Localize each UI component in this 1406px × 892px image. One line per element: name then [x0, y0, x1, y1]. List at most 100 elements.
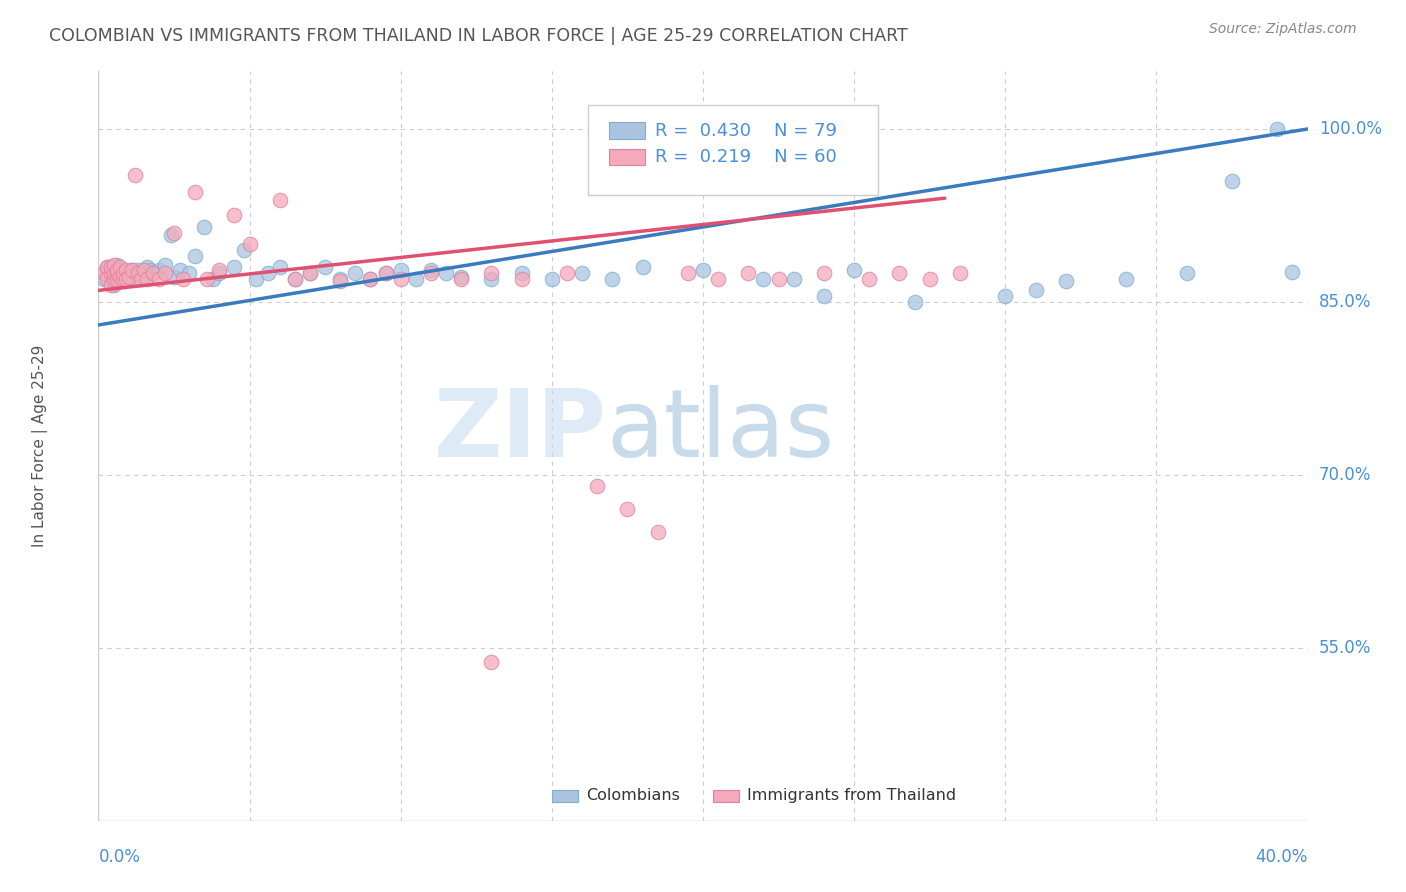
- Point: [100, 266, 122, 280]
- Point: [208, 262, 231, 277]
- Text: 70.0%: 70.0%: [1319, 466, 1371, 483]
- Point: [108, 272, 131, 286]
- Point: [118, 269, 141, 284]
- Point: [676, 266, 699, 280]
- Text: 55.0%: 55.0%: [1319, 639, 1371, 657]
- Text: 40.0%: 40.0%: [1256, 848, 1308, 866]
- Point: [127, 266, 149, 280]
- Point: [299, 266, 322, 280]
- Point: [1281, 265, 1303, 279]
- Point: [96, 260, 118, 275]
- Point: [148, 262, 170, 277]
- Point: [232, 243, 254, 257]
- Point: [994, 289, 1017, 303]
- Point: [208, 266, 231, 280]
- Point: [269, 194, 291, 208]
- Point: [124, 272, 146, 286]
- Point: [111, 274, 134, 288]
- Bar: [609, 122, 645, 139]
- Point: [1115, 272, 1137, 286]
- Point: [224, 209, 246, 223]
- Point: [1024, 284, 1046, 298]
- Point: [100, 272, 122, 286]
- Text: 85.0%: 85.0%: [1319, 293, 1371, 311]
- Point: [111, 266, 134, 280]
- Bar: [609, 149, 645, 165]
- Point: [100, 277, 122, 292]
- Point: [96, 266, 118, 280]
- Point: [813, 266, 835, 280]
- Point: [108, 266, 131, 280]
- Text: Immigrants from Thailand: Immigrants from Thailand: [747, 789, 956, 804]
- Point: [105, 265, 128, 279]
- Point: [284, 272, 307, 286]
- Point: [179, 266, 201, 280]
- Point: [314, 260, 336, 275]
- Point: [135, 272, 157, 286]
- Point: [299, 266, 322, 280]
- Point: [96, 272, 118, 286]
- Point: [586, 479, 609, 493]
- Point: [904, 294, 927, 309]
- Point: [602, 272, 624, 286]
- Point: [269, 260, 291, 275]
- Point: [1267, 122, 1289, 136]
- Text: Source: ZipAtlas.com: Source: ZipAtlas.com: [1209, 22, 1357, 37]
- Point: [389, 272, 412, 286]
- Point: [93, 266, 115, 280]
- Text: ZIP: ZIP: [433, 385, 606, 477]
- Point: [114, 265, 136, 279]
- Point: [100, 266, 122, 280]
- Point: [124, 266, 146, 280]
- Point: [481, 266, 503, 280]
- Point: [1220, 174, 1243, 188]
- Point: [114, 272, 136, 286]
- Point: [121, 262, 143, 277]
- Point: [510, 266, 533, 280]
- Point: [193, 219, 215, 234]
- Point: [858, 272, 880, 286]
- Point: [108, 269, 131, 284]
- Point: [93, 272, 115, 286]
- Point: [344, 266, 367, 280]
- FancyBboxPatch shape: [588, 105, 879, 195]
- Point: [374, 266, 396, 280]
- Point: [142, 266, 165, 280]
- Point: [103, 262, 125, 277]
- Point: [105, 262, 128, 277]
- Point: [360, 272, 382, 286]
- Text: Colombians: Colombians: [586, 789, 679, 804]
- Point: [100, 260, 122, 275]
- Point: [111, 272, 134, 286]
- Point: [918, 272, 941, 286]
- Point: [111, 269, 134, 284]
- Point: [96, 260, 118, 275]
- Point: [329, 274, 352, 288]
- Point: [105, 269, 128, 284]
- Point: [148, 272, 170, 286]
- Point: [100, 260, 122, 275]
- Point: [420, 266, 443, 280]
- Point: [153, 258, 176, 272]
- Point: [844, 262, 866, 277]
- Point: [360, 272, 382, 286]
- Point: [1175, 266, 1198, 280]
- Text: 0.0%: 0.0%: [98, 848, 141, 866]
- Point: [616, 502, 638, 516]
- Point: [202, 272, 225, 286]
- Point: [284, 272, 307, 286]
- Point: [450, 272, 472, 286]
- Point: [1054, 274, 1077, 288]
- Point: [139, 262, 162, 277]
- Point: [389, 262, 412, 277]
- Point: [160, 228, 183, 243]
- Point: [768, 272, 790, 286]
- Text: atlas: atlas: [606, 385, 835, 477]
- Text: 100.0%: 100.0%: [1319, 120, 1382, 138]
- Point: [169, 262, 191, 277]
- Point: [813, 289, 835, 303]
- Point: [184, 249, 207, 263]
- Point: [481, 655, 503, 669]
- Point: [132, 269, 155, 284]
- Point: [889, 266, 911, 280]
